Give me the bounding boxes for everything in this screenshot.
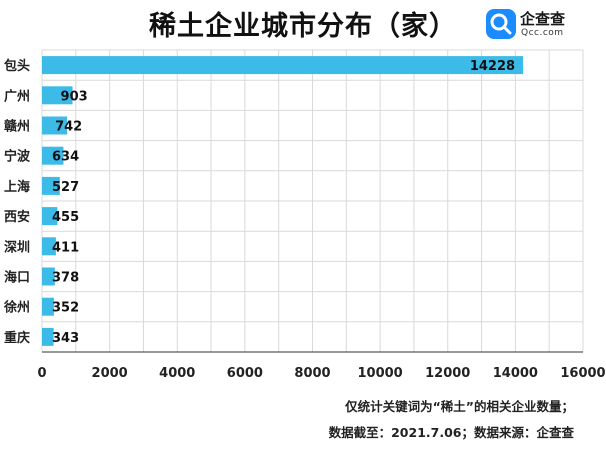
bar	[42, 237, 56, 256]
x-tick-label: 16000	[560, 366, 605, 381]
bar	[42, 207, 58, 226]
data-label: 634	[52, 150, 79, 165]
category-label: 包头	[4, 58, 30, 74]
bar	[42, 267, 55, 286]
bar	[42, 176, 60, 195]
category-label: 重庆	[4, 330, 30, 346]
footnote-scope: 仅统计关键词为“稀土”的相关企业数量；	[345, 399, 574, 414]
bar	[42, 146, 64, 165]
data-label: 343	[52, 331, 79, 346]
x-tick-label: 14000	[493, 366, 538, 381]
bar	[42, 56, 524, 75]
data-label: 352	[52, 301, 79, 316]
bar	[42, 297, 54, 316]
bar	[42, 86, 73, 105]
category-label: 深圳	[4, 239, 30, 255]
logo-name: 企查查	[520, 10, 566, 28]
x-tick-label: 12000	[425, 366, 470, 381]
chart-title: 稀土企业城市分布（家）	[149, 11, 457, 42]
logo-url: Qcc.com	[521, 28, 564, 38]
qcc-logo: 企查查 Qcc.com	[486, 8, 596, 42]
x-tick-label: 4000	[159, 366, 195, 381]
data-label: 378	[52, 271, 79, 286]
data-label: 411	[52, 240, 79, 255]
data-label: 742	[55, 120, 82, 135]
category-label: 西安	[4, 209, 30, 225]
x-tick-label: 6000	[227, 366, 263, 381]
x-tick-label: 10000	[358, 366, 403, 381]
x-tick-label: 8000	[294, 366, 330, 381]
bar	[42, 116, 68, 135]
data-label: 455	[52, 210, 79, 225]
category-label: 上海	[4, 179, 30, 195]
data-label: 527	[52, 180, 79, 195]
footnote-source: 数据截至：2021.7.06；数据来源：企查查	[328, 425, 574, 440]
category-label: 赣州	[4, 119, 30, 135]
category-label: 海口	[4, 270, 30, 286]
data-label: 14228	[470, 59, 515, 74]
x-tick-label: 2000	[92, 366, 128, 381]
qcc-logo-icon	[486, 9, 516, 39]
x-tick-label: 0	[37, 366, 46, 381]
bar	[42, 327, 54, 346]
data-label: 903	[61, 89, 88, 104]
category-label: 广州	[4, 88, 30, 104]
category-label: 徐州	[3, 300, 30, 316]
category-label: 宁波	[4, 149, 31, 165]
